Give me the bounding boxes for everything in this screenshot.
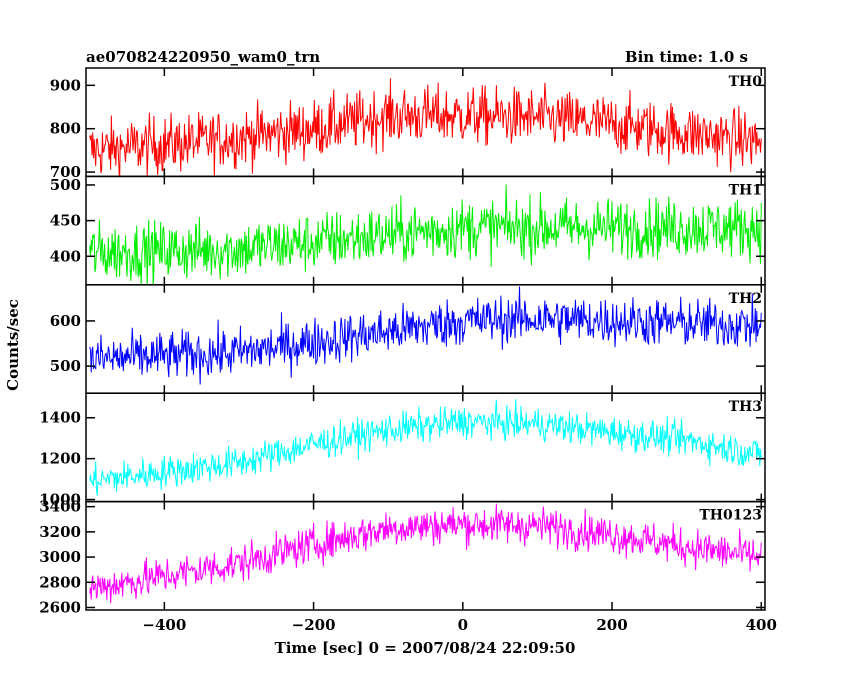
y-tick-label: 450: [50, 212, 81, 230]
x-tick-label: −400: [142, 616, 186, 634]
panel-label-th0: TH0: [729, 74, 763, 90]
x-tick-label: 400: [746, 616, 777, 634]
panel-th3: 1000 1200 1400 TH3: [39, 392, 766, 509]
panel-frame: [85, 500, 766, 611]
y-tick-label: 900: [50, 76, 81, 94]
y-tick-label: 1200: [39, 450, 81, 468]
x-tick-label: 200: [596, 616, 627, 634]
x-axis-label: Time [sec] 0 = 2007/08/24 22:09:50: [275, 639, 576, 657]
y-tick-label: 2600: [39, 598, 81, 616]
y-axis-label: Counts/sec: [4, 299, 22, 391]
series-line-th3: [89, 399, 762, 496]
panel-label-th2: TH2: [729, 291, 762, 307]
panels-group: 700 800 900 TH0 400 450 500 TH1 500 600 TH2 1000 120…: [39, 67, 777, 634]
y-tick-label: 3000: [39, 548, 81, 566]
x-tick-label: −200: [292, 616, 336, 634]
panel-label-th0123: TH0123: [699, 508, 762, 524]
panel-th1: 400 450 500 TH1: [50, 175, 766, 286]
y-tick-label: 3200: [39, 523, 81, 541]
panel-th0123: 2600 2800 3000 3200 3400 TH0123: [39, 498, 766, 616]
y-tick-label: 400: [50, 247, 81, 265]
panel-label-th1: TH1: [729, 182, 762, 198]
panel-label-th3: TH3: [729, 399, 762, 415]
series-line-th0123: [89, 503, 762, 604]
y-tick-label: 3400: [39, 498, 81, 516]
y-tick-label: 2800: [39, 573, 81, 591]
y-tick-label: 1000: [39, 491, 81, 509]
series-line-th0: [89, 78, 762, 177]
series-line-th2: [89, 286, 762, 385]
bin-time-label: Bin time: 1.0 s: [625, 48, 748, 66]
y-tick-label: 600: [50, 312, 81, 330]
series-line-th1: [89, 184, 762, 285]
chart-title: ae070824220950_wam0_trn: [86, 48, 320, 66]
y-tick-label: 800: [50, 120, 81, 138]
panel-th2: 500 600 TH2: [50, 284, 766, 394]
y-tick-label: 700: [50, 163, 81, 181]
panel-th0: 700 800 900 TH0: [50, 67, 766, 181]
y-tick-label: 1400: [39, 409, 81, 427]
x-tick-label: 0: [458, 616, 468, 634]
y-tick-label: 500: [50, 176, 81, 194]
y-tick-label: 500: [50, 357, 81, 375]
